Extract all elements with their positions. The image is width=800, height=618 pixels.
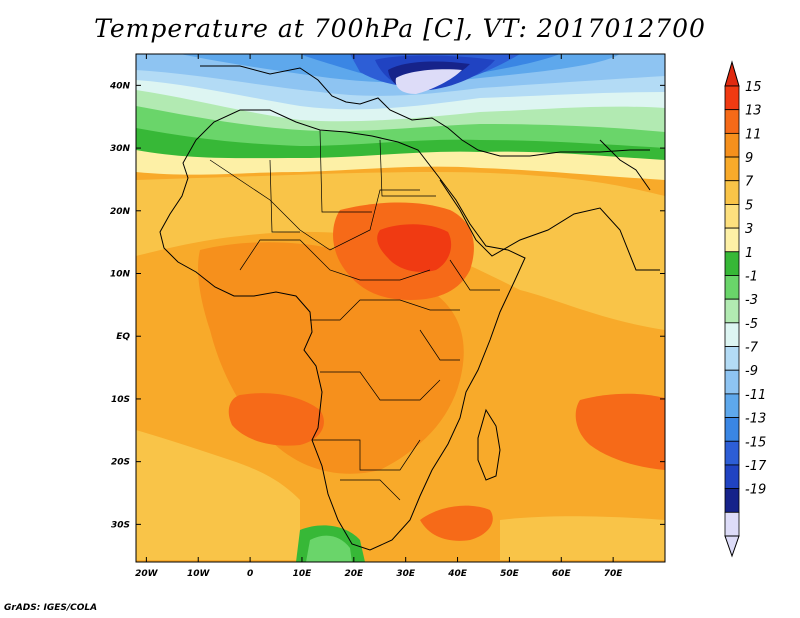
colorbar-label: -15	[745, 435, 766, 450]
colorbar-swatch	[724, 180, 740, 205]
colorbar-swatch	[724, 417, 740, 442]
y-tick-label: EQ	[116, 332, 130, 342]
grads-credit: GrADS: IGES/COLA	[4, 603, 98, 613]
colorbar-label: 3	[745, 222, 753, 237]
colorbar-swatch	[724, 511, 740, 537]
x-tick-label: 10E	[293, 569, 313, 579]
colorbar-legend: 15 13 11 9 7 5 3 1 -1 -3 -5 -7 -9 -11 -13 -15 -17 -19	[724, 60, 767, 558]
x-tick-label: 50E	[500, 569, 520, 579]
x-tick-label: 0	[247, 569, 253, 579]
colorbar-swatch	[724, 251, 740, 276]
x-tick-label: 30E	[396, 569, 416, 579]
coastlines	[159, 65, 660, 551]
x-tick-label: 60E	[552, 569, 572, 579]
map-title: Temperature at 700hPa [C], VT: 201701270…	[94, 14, 706, 43]
colorbar-label: 11	[745, 127, 762, 142]
colorbar-swatch	[724, 204, 740, 229]
y-tick-label: 20N	[110, 207, 131, 217]
colorbar-label: 7	[745, 175, 754, 190]
colorbar-swatch	[724, 227, 740, 253]
colorbar-swatch	[724, 346, 740, 371]
x-tick-label: 70E	[604, 569, 624, 579]
map-frame	[135, 53, 666, 563]
colorbar-swatch	[724, 275, 740, 300]
x-tick-label: 10W	[187, 569, 211, 579]
colorbar-swatch	[724, 132, 740, 158]
country-borders	[209, 129, 500, 501]
y-tick-label: 30N	[110, 144, 131, 154]
colorbar-top-arrow	[724, 60, 740, 87]
colorbar-label: 9	[745, 151, 753, 166]
y-tick-label: 20S	[111, 458, 130, 468]
colorbar-swatch	[724, 109, 740, 134]
colorbar-swatch	[724, 298, 740, 324]
colorbar-label: -11	[745, 388, 766, 403]
y-tick-label: 10S	[111, 395, 130, 405]
x-tick-label: 20E	[344, 569, 364, 579]
colorbar-swatch	[724, 464, 740, 490]
colorbar-label: -3	[745, 293, 758, 308]
x-tick-label: 20W	[135, 569, 159, 579]
colorbar-label: 15	[745, 80, 762, 95]
colorbar-label: -19	[745, 483, 766, 498]
temperature-field	[136, 54, 665, 562]
colorbar-swatch	[724, 440, 740, 466]
colorbar-label: -7	[745, 341, 759, 356]
longitude-axis: 20W 10W 0 10E 20E 30E 40E 50E 60E 70E	[135, 54, 623, 579]
colorbar-label: -13	[745, 412, 766, 427]
colorbar-swatch	[724, 85, 740, 111]
colorbar-swatch	[724, 393, 740, 418]
colorbar-swatch	[724, 322, 740, 347]
y-tick-label: 10N	[110, 270, 131, 280]
latitude-axis: 40N 30N 20N 10N EQ 10S 20S 30S	[109, 81, 665, 530]
colorbar-label: -9	[745, 364, 758, 379]
colorbar-label: -5	[745, 317, 758, 332]
colorbar-swatch	[724, 369, 740, 395]
colorbar-label: -17	[745, 459, 767, 474]
colorbar-bottom-arrow	[724, 535, 740, 558]
colorbar-label: 13	[745, 104, 762, 119]
colorbar-swatch	[724, 156, 740, 182]
y-tick-label: 40N	[109, 81, 131, 91]
colorbar-label: 1	[745, 246, 753, 261]
colorbar-label: -1	[745, 269, 758, 284]
colorbar-swatch	[724, 488, 740, 513]
x-tick-label: 40E	[447, 569, 468, 579]
y-tick-label: 30S	[111, 520, 130, 530]
colorbar-label: 5	[745, 198, 753, 213]
